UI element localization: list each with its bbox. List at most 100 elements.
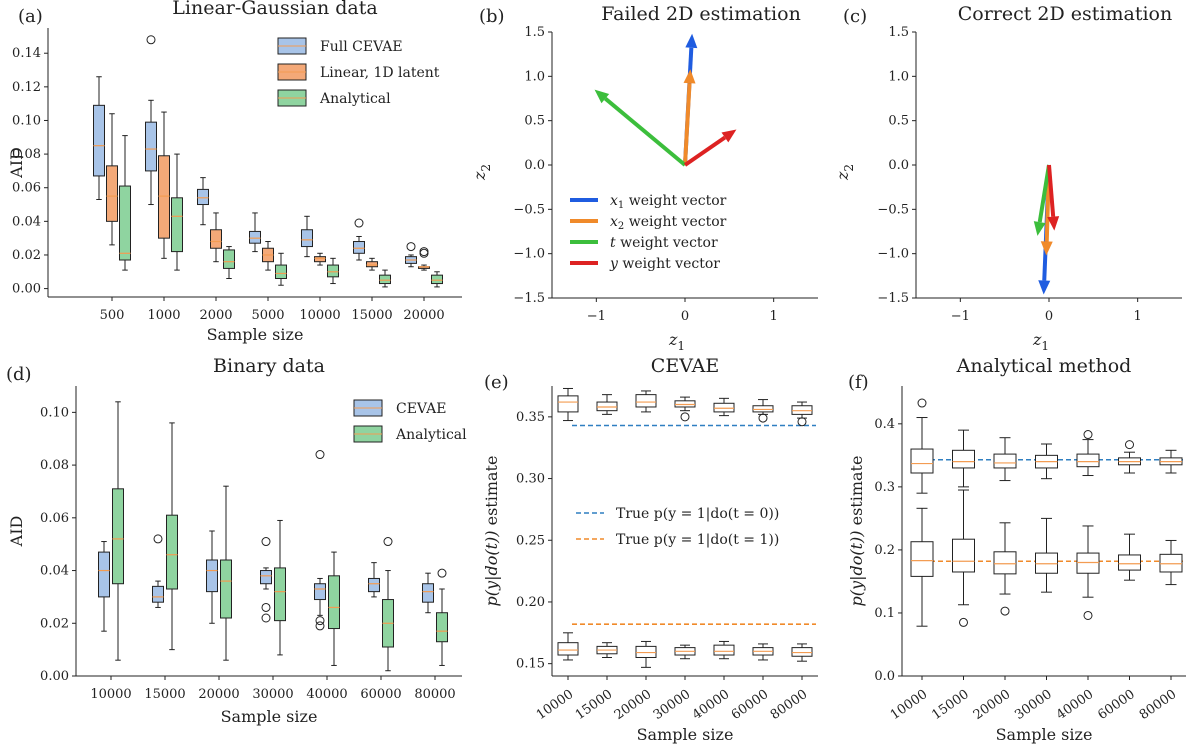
outlier-point — [383, 537, 393, 547]
legend-label: y weight vector — [609, 256, 720, 272]
box-iqr — [249, 230, 261, 244]
box-do-t-0- — [791, 401, 813, 427]
vector-x2-head — [1040, 241, 1053, 256]
y-tick-label: −1.5 — [877, 291, 909, 306]
box-iqr — [145, 121, 157, 172]
vector-x1-head — [685, 33, 698, 49]
y-tick-label: 0.12 — [12, 80, 41, 95]
y-tick-label: 0.5 — [524, 114, 545, 129]
box-do-t-1- — [752, 643, 774, 661]
x-tick-label: 15000 — [929, 687, 971, 723]
outlier-point — [797, 417, 807, 427]
box-iqr — [106, 165, 118, 222]
x-axis-label-sub: 1 — [677, 339, 685, 353]
box-iqr — [1118, 554, 1141, 571]
y-tick-label: −0.5 — [877, 202, 909, 217]
box-linear-1d-latent — [262, 241, 274, 271]
outlier-point — [354, 218, 364, 228]
box-analytical — [171, 153, 183, 271]
outlier-point — [153, 534, 163, 544]
y-tick-label: −0.5 — [513, 202, 545, 217]
y-tick-label: 0.0 — [888, 158, 909, 173]
y-tick-label: 0.15 — [516, 657, 545, 672]
box-iqr — [436, 612, 448, 643]
box-analytical — [223, 246, 235, 280]
outlier-point — [315, 621, 325, 631]
x-tick-label: −1 — [587, 309, 606, 324]
vector-t-head — [594, 89, 610, 104]
x-tick-label: 15000 — [573, 687, 615, 723]
box-do-t-0- — [1118, 440, 1141, 474]
box-do-t-0- — [635, 390, 657, 413]
box-iqr — [260, 570, 272, 585]
box-do-t-1- — [952, 489, 975, 627]
box-iqr — [220, 559, 232, 619]
x-tick-label: 30000 — [1012, 687, 1054, 723]
box-do-t-0- — [596, 394, 618, 415]
x-tick-label: −1 — [951, 309, 970, 324]
y-tick-label: 0.08 — [40, 458, 69, 473]
y-tick-label: 0.20 — [516, 595, 545, 610]
y-tick-label: 0.06 — [12, 181, 41, 196]
legend-text: weight vector — [618, 256, 720, 272]
box-do-t-1- — [910, 507, 934, 627]
box-do-t-1- — [993, 522, 1017, 616]
box-iqr — [557, 642, 579, 656]
box-analytical — [112, 401, 124, 661]
box-iqr — [993, 453, 1017, 469]
box-do-t-0- — [910, 398, 934, 494]
box-do-t-1- — [1076, 525, 1100, 620]
box-iqr — [791, 405, 813, 415]
x-tick-label: 80000 — [414, 687, 455, 702]
box-iqr — [635, 645, 657, 658]
box-iqr — [791, 647, 813, 657]
outlier-point — [1125, 440, 1134, 450]
box-iqr — [557, 395, 579, 413]
box-full-cevae — [301, 215, 313, 258]
outlier-point — [1083, 430, 1093, 440]
x-tick-label: 10000 — [90, 687, 131, 702]
box-cevae — [152, 534, 164, 608]
vector-x2-head — [683, 69, 696, 84]
x-tick-label: 60000 — [1095, 687, 1137, 723]
x-tick-label: 40000 — [690, 687, 732, 723]
y-axis-label-sub: 2 — [479, 164, 493, 172]
legend-sub: 2 — [618, 221, 624, 232]
chart-title: Analytical method — [956, 355, 1132, 377]
x-tick-label: 5000 — [251, 308, 284, 323]
y-tick-label: 0.02 — [40, 616, 69, 631]
box-iqr — [327, 264, 339, 278]
x-tick-label: 80000 — [768, 687, 810, 723]
box-linear-1d-latent — [366, 257, 378, 271]
box-iqr — [379, 274, 391, 285]
chart-title: Correct 2D estimation — [958, 3, 1173, 25]
vector-y-head — [721, 129, 737, 143]
box-do-t-0- — [952, 429, 975, 488]
outlier-point — [680, 412, 690, 422]
y-tick-label: 1.0 — [888, 69, 909, 84]
box-do-t-1- — [557, 632, 579, 661]
x-tick-label: 30000 — [252, 687, 293, 702]
outlier-point — [1000, 606, 1010, 616]
box-do-t-0- — [557, 387, 579, 422]
box-iqr — [119, 185, 131, 261]
x-axis-label: Sample size — [221, 707, 318, 726]
box-linear-1d-latent — [314, 252, 326, 266]
y-axis-label: AID — [7, 147, 26, 179]
box-do-t-1- — [1159, 539, 1183, 586]
x-tick-label: 10000 — [299, 308, 340, 323]
box-cevae — [314, 450, 326, 631]
x-tick-label: 30000 — [651, 687, 693, 723]
box-iqr — [171, 197, 183, 253]
x-axis-label: Sample size — [996, 725, 1093, 744]
y-tick-label: −1.0 — [513, 247, 545, 262]
box-full-cevae — [197, 177, 209, 226]
panel-label: (b) — [479, 6, 505, 27]
box-iqr — [152, 585, 164, 603]
outlier-point — [315, 616, 325, 626]
y-axis-label-text: estimate — [847, 456, 866, 531]
box-iqr — [910, 541, 934, 577]
box-iqr — [431, 274, 443, 285]
box-cevae — [422, 572, 434, 614]
